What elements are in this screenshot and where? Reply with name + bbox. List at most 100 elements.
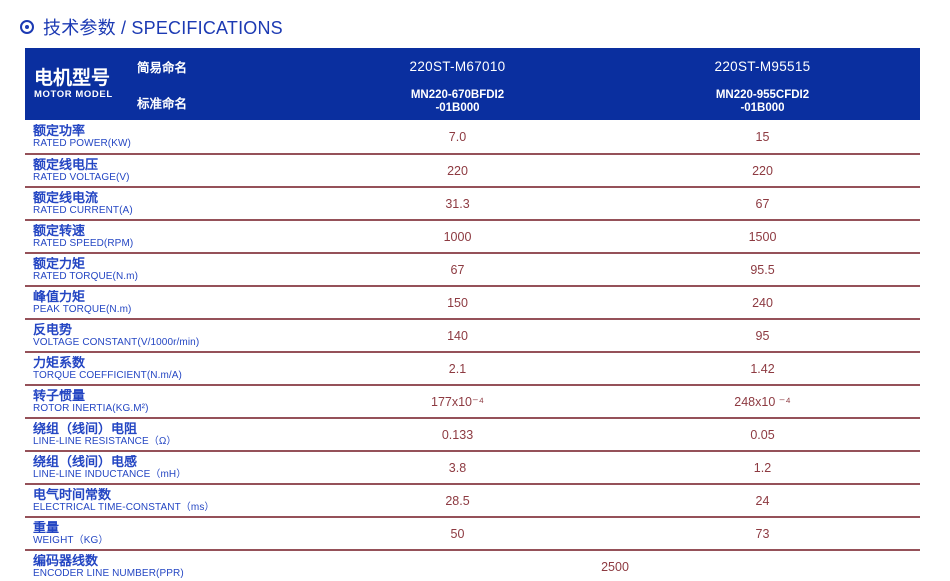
- row-value-col2: 95: [755, 328, 770, 343]
- row-label-en: ROTOR INERTIA(KG.M²): [33, 403, 149, 414]
- table-row: 转子惯量 ROTOR INERTIA(KG.M²) 177x10⁻⁴ 248x1…: [25, 384, 920, 417]
- row-value-col1: 67: [450, 262, 465, 277]
- page-title: 技术参数 / SPECIFICATIONS: [20, 14, 950, 40]
- row-label-en: RATED SPEED(RPM): [33, 238, 134, 249]
- row-value-col1: 50: [450, 526, 465, 541]
- column1-standard-name: MN220-670BFDI2 -01B000: [310, 84, 605, 120]
- row-value-span: 2500: [601, 559, 629, 574]
- row-label: 电气时间常数 ELECTRICAL TIME-CONSTANT（ms）: [25, 488, 310, 513]
- motor-model-label-en: MOTOR MODEL: [34, 88, 113, 100]
- row-label-cn: 额定力矩: [33, 257, 86, 271]
- row-label-en: RATED VOLTAGE(V): [33, 172, 130, 183]
- column2-standard-name-line1: MN220-955CFDI2: [715, 89, 810, 101]
- table-row: 额定线电流 RATED CURRENT(A) 31.3 67: [25, 186, 920, 219]
- column2-standard-name: MN220-955CFDI2 -01B000: [605, 84, 920, 120]
- row-label-cn: 编码器线数: [33, 554, 99, 568]
- table-row-encoder: 编码器线数 ENCODER LINE NUMBER(PPR) 2500: [25, 549, 920, 581]
- row-label-cn: 转子惯量: [33, 389, 86, 403]
- table-row: 额定线电压 RATED VOLTAGE(V) 220 220: [25, 153, 920, 186]
- table-header: 电机型号 MOTOR MODEL 简易命名 220ST-M67010 220ST…: [25, 48, 920, 120]
- row-label: 额定力矩 RATED TORQUE(N.m): [25, 257, 310, 282]
- row-label-cn: 重量: [33, 521, 60, 535]
- row-label-cn: 峰值力矩: [33, 290, 86, 304]
- row-value-col2: 95.5: [750, 262, 775, 277]
- row-label: 转子惯量 ROTOR INERTIA(KG.M²): [25, 389, 310, 414]
- row-label: 力矩系数 TORQUE COEFFICIENT(N.m/A): [25, 356, 310, 381]
- table-row: 额定功率 RATED POWER(KW) 7.0 15: [25, 120, 920, 153]
- motor-model-label-cn: 电机型号: [34, 67, 111, 89]
- row-value-col1: 7.0: [448, 129, 467, 144]
- motor-model-header: 电机型号 MOTOR MODEL: [25, 48, 137, 120]
- table-row: 重量 WEIGHT（KG） 50 73: [25, 516, 920, 549]
- row-value-col1: 177x10⁻⁴: [431, 395, 484, 409]
- table-row: 反电势 VOLTAGE CONSTANT(V/1000r/min) 140 95: [25, 318, 920, 351]
- row-value-col2: 220: [752, 163, 773, 178]
- row-label-cn: 额定线电压: [33, 158, 99, 172]
- row-label-en: LINE-LINE INDUCTANCE（mH）: [33, 469, 187, 480]
- row-label: 绕组（线间）电阻 LINE-LINE RESISTANCE（Ω）: [25, 422, 310, 447]
- table-row: 额定力矩 RATED TORQUE(N.m) 67 95.5: [25, 252, 920, 285]
- row-label-cn: 力矩系数: [33, 356, 86, 370]
- row-label-cn: 绕组（线间）电感: [33, 455, 138, 469]
- row-value-col2: 248x10 ⁻⁴: [734, 395, 791, 409]
- row-label: 绕组（线间）电感 LINE-LINE INDUCTANCE（mH）: [25, 455, 310, 480]
- row-label-cn: 额定功率: [33, 124, 86, 138]
- row-value-col2: 1.42: [750, 361, 775, 376]
- row-label: 重量 WEIGHT（KG）: [25, 521, 310, 546]
- row-value-col1: 150: [447, 295, 468, 310]
- row-label-en: ENCODER LINE NUMBER(PPR): [33, 568, 184, 579]
- row-value-col1: 28.5: [445, 493, 470, 508]
- row-value-col1: 2.1: [448, 361, 467, 376]
- table-row: 绕组（线间）电阻 LINE-LINE RESISTANCE（Ω） 0.133 0…: [25, 417, 920, 450]
- row-value-col1: 220: [447, 163, 468, 178]
- table-row: 绕组（线间）电感 LINE-LINE INDUCTANCE（mH） 3.8 1.…: [25, 450, 920, 483]
- page-title-text: 技术参数 / SPECIFICATIONS: [43, 18, 283, 38]
- row-label-en: LINE-LINE RESISTANCE（Ω）: [33, 436, 177, 447]
- row-label: 额定线电流 RATED CURRENT(A): [25, 191, 310, 216]
- row-label-cn: 绕组（线间）电阻: [33, 422, 138, 436]
- row-label-cn: 额定线电流: [33, 191, 99, 205]
- row-label: 额定功率 RATED POWER(KW): [25, 124, 310, 149]
- row-value-col1: 140: [447, 328, 468, 343]
- row-label: 额定转速 RATED SPEED(RPM): [25, 224, 310, 249]
- column1-standard-name-line1: MN220-670BFDI2: [410, 89, 505, 101]
- row-value-col1: 1000: [443, 229, 472, 244]
- row-label: 额定线电压 RATED VOLTAGE(V): [25, 158, 310, 183]
- column2-simple-name: 220ST-M95515: [714, 58, 811, 74]
- page: 技术参数 / SPECIFICATIONS 电机型号 MOTOR MODEL 简…: [0, 14, 950, 581]
- row-value-col2: 15: [755, 129, 770, 144]
- row-value-col2: 24: [755, 493, 770, 508]
- row-value-col2: 240: [752, 295, 773, 310]
- row-label: 峰值力矩 PEAK TORQUE(N.m): [25, 290, 310, 315]
- row-value-col2: 67: [755, 196, 770, 211]
- row-value-col1: 31.3: [445, 196, 470, 211]
- column1-standard-name-line2: -01B000: [435, 102, 480, 114]
- circle-dot-icon: [20, 20, 34, 34]
- table-row: 电气时间常数 ELECTRICAL TIME-CONSTANT（ms） 28.5…: [25, 483, 920, 516]
- table-row: 峰值力矩 PEAK TORQUE(N.m) 150 240: [25, 285, 920, 318]
- column1-simple-name: 220ST-M67010: [409, 58, 506, 74]
- table-row: 力矩系数 TORQUE COEFFICIENT(N.m/A) 2.1 1.42: [25, 351, 920, 384]
- row-label-en: PEAK TORQUE(N.m): [33, 304, 132, 315]
- row-label-cn: 反电势: [33, 323, 73, 337]
- row-label-en: VOLTAGE CONSTANT(V/1000r/min): [33, 337, 200, 348]
- row-label-cn: 电气时间常数: [33, 488, 112, 502]
- row-label-en: TORQUE COEFFICIENT(N.m/A): [33, 370, 182, 381]
- row-value-col2: 1.2: [753, 460, 772, 475]
- row-label-cn: 额定转速: [33, 224, 86, 238]
- column2-standard-name-line2: -01B000: [740, 102, 785, 114]
- row-label-en: ELECTRICAL TIME-CONSTANT（ms）: [33, 502, 215, 513]
- simple-name-label: 简易命名: [137, 60, 188, 75]
- row-value-col2: 73: [755, 526, 770, 541]
- row-label-en: RATED CURRENT(A): [33, 205, 133, 216]
- row-label-en: RATED TORQUE(N.m): [33, 271, 139, 282]
- row-value-col1: 0.133: [441, 427, 474, 442]
- specifications-table: 电机型号 MOTOR MODEL 简易命名 220ST-M67010 220ST…: [25, 48, 920, 581]
- row-label: 反电势 VOLTAGE CONSTANT(V/1000r/min): [25, 323, 310, 348]
- row-value-col2: 1500: [748, 229, 777, 244]
- standard-name-label: 标准命名: [137, 96, 188, 111]
- row-value-col2: 0.05: [750, 427, 775, 442]
- row-label-en: RATED POWER(KW): [33, 138, 131, 149]
- row-value-col1: 3.8: [448, 460, 467, 475]
- row-label-en: WEIGHT（KG）: [33, 535, 109, 546]
